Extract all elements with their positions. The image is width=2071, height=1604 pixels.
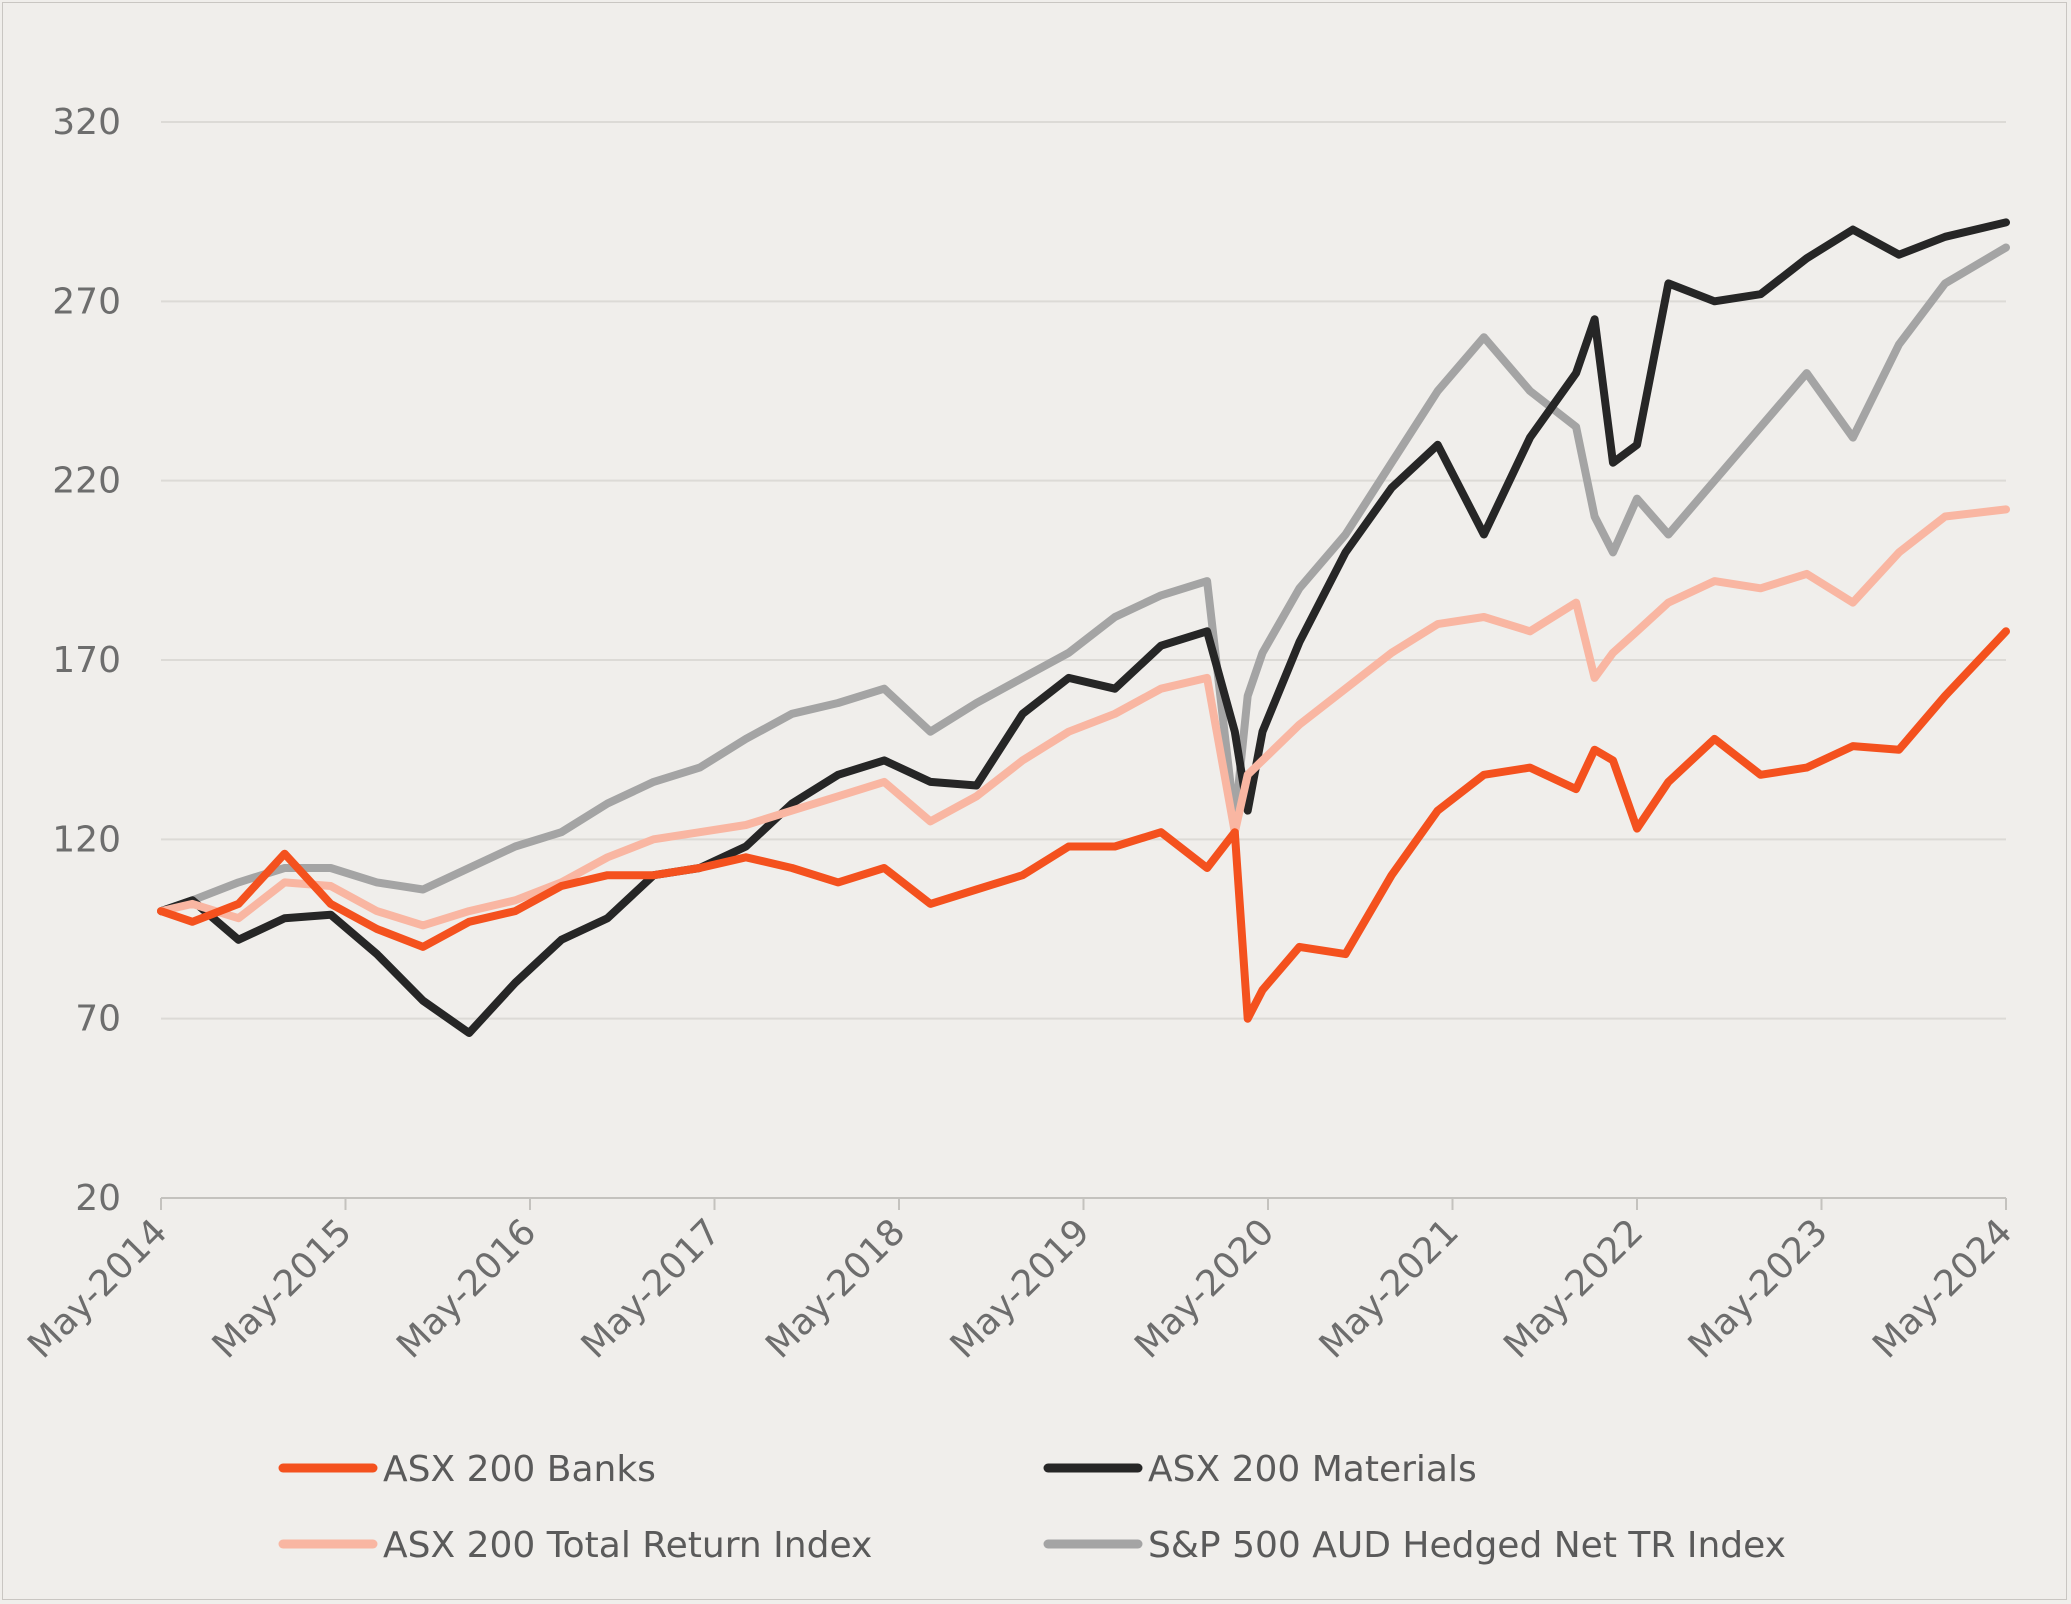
x-tick-label: May-2020 <box>1127 1211 1282 1366</box>
y-tick-label: 120 <box>52 819 121 860</box>
gridlines <box>161 121 2006 1020</box>
y-tick-label: 320 <box>52 102 121 143</box>
y-tick-label: 20 <box>75 1178 121 1219</box>
y-axis-tick-labels: 20 70 120 170 220 270 320 <box>52 102 121 1219</box>
series-lines <box>157 218 2010 1037</box>
series-line-3 <box>157 243 2010 916</box>
x-tick-label: May-2024 <box>1865 1211 2020 1366</box>
x-tick-label: May-2014 <box>20 1211 175 1366</box>
y-tick-label: 270 <box>52 281 121 322</box>
y-tick-label: 70 <box>75 999 121 1040</box>
legend-label: ASX 200 Total Return Index <box>383 1525 872 1566</box>
x-tick-label: May-2021 <box>1312 1211 1467 1366</box>
x-tick-label: May-2017 <box>574 1211 729 1366</box>
y-tick-label: 170 <box>52 640 121 681</box>
legend: ASX 200 Banks ASX 200 Materials ASX 200 To… <box>278 1449 1786 1566</box>
legend-label: S&P 500 AUD Hedged Net TR Index <box>1148 1525 1786 1566</box>
series-line-1 <box>157 218 2010 1037</box>
x-tick-label: May-2018 <box>758 1211 913 1366</box>
x-tick-label: May-2015 <box>205 1211 360 1366</box>
legend-label: ASX 200 Materials <box>1148 1449 1477 1490</box>
x-tick-label: May-2016 <box>389 1211 544 1366</box>
x-axis <box>160 1197 2007 1210</box>
series-line-2 <box>157 505 2010 930</box>
legend-label: ASX 200 Banks <box>383 1449 656 1490</box>
x-tick-label: May-2022 <box>1496 1211 1651 1366</box>
series-line-0 <box>157 627 2010 1023</box>
x-tick-label: May-2023 <box>1681 1211 1836 1366</box>
y-tick-label: 220 <box>52 461 121 502</box>
x-axis-tick-labels: May-2014 May-2015 May-2016 May-2017 May-2018… <box>20 1211 2020 1366</box>
x-tick-label: May-2019 <box>943 1211 1098 1366</box>
